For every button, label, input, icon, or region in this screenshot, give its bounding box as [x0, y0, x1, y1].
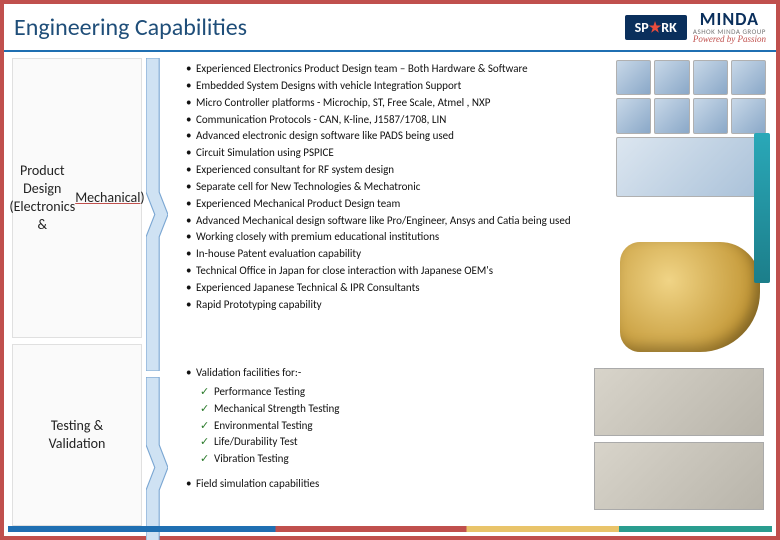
brand-logo: SP★RK MINDA ASHOK MINDA GROUP Powered by…: [625, 10, 766, 44]
thumbnail-image: [654, 98, 689, 133]
arrow-icon: [146, 377, 168, 540]
arrow-column: [146, 58, 168, 526]
image-thumbnail-grid: [616, 60, 766, 197]
list-item: Working closely with premium educational…: [186, 230, 602, 245]
list-item: In-house Patent evaluation capability: [186, 247, 602, 262]
thumbnail-image: [616, 60, 651, 95]
slide-body: ProductDesign(Electronics &Mechanical) T…: [4, 52, 776, 526]
thumbnail-image: [693, 98, 728, 133]
logo-spark: SP★RK: [625, 15, 687, 40]
logo-minda-box: MINDA ASHOK MINDA GROUP Powered by Passi…: [693, 10, 766, 44]
list-item: Advanced electronic design software like…: [186, 129, 602, 144]
equipment-image: [594, 368, 764, 436]
panel-testing-validation: Validation facilities for:- Performance …: [172, 362, 768, 526]
slide: Engineering Capabilities SP★RK MINDA ASH…: [0, 0, 780, 540]
slide-header: Engineering Capabilities SP★RK MINDA ASH…: [4, 4, 776, 52]
list-item: Experienced Mechanical Product Design te…: [186, 197, 602, 212]
logo-tagline: Powered by Passion: [693, 35, 766, 44]
list-item: Circuit Simulation using PSPICE: [186, 146, 602, 161]
content-column: Experienced Electronics Product Design t…: [172, 58, 768, 526]
list-item: Rapid Prototyping capability: [186, 298, 602, 313]
list-item: Micro Controller platforms - Microchip, …: [186, 96, 602, 111]
panel-product-design: Experienced Electronics Product Design t…: [172, 58, 768, 358]
section-label-testing-validation: Testing &Validation: [12, 344, 142, 526]
list-item: Embedded System Designs with vehicle Int…: [186, 79, 602, 94]
list-item: Advanced Mechanical design software like…: [186, 214, 602, 229]
list-item: Experienced consultant for RF system des…: [186, 163, 602, 178]
list-item: Validation facilities for:-: [186, 366, 602, 381]
bullet-list-testing: Validation facilities for:-: [172, 362, 602, 381]
section-labels-column: ProductDesign(Electronics &Mechanical) T…: [12, 58, 142, 526]
list-item: Communication Protocols - CAN, K-line, J…: [186, 113, 602, 128]
list-item: Experienced Japanese Technical & IPR Con…: [186, 281, 602, 296]
page-title: Engineering Capabilities: [14, 13, 247, 42]
thumbnail-image-wide: [616, 137, 766, 197]
equipment-image: [594, 442, 764, 510]
bullet-list-product-design: Experienced Electronics Product Design t…: [172, 58, 602, 313]
bullet-list-testing-trailing: Field simulation capabilities: [172, 473, 602, 492]
list-item: Technical Office in Japan for close inte…: [186, 264, 602, 279]
list-item: Experienced Electronics Product Design t…: [186, 62, 602, 77]
section-label-product-design: ProductDesign(Electronics &Mechanical): [12, 58, 142, 338]
thumbnail-image: [693, 60, 728, 95]
thumbnail-image: [654, 60, 689, 95]
thumbnail-image: [731, 60, 766, 95]
list-item: Field simulation capabilities: [186, 477, 602, 492]
testing-images: [594, 368, 764, 510]
thumbnail-image: [616, 98, 651, 133]
logo-minda: MINDA: [700, 10, 759, 28]
arrow-icon: [146, 58, 168, 371]
thumbnail-image: [731, 98, 766, 133]
list-item: Separate cell for New Technologies & Mec…: [186, 180, 602, 195]
accent-decoration: [754, 133, 770, 283]
cad-part-image: [620, 242, 760, 352]
